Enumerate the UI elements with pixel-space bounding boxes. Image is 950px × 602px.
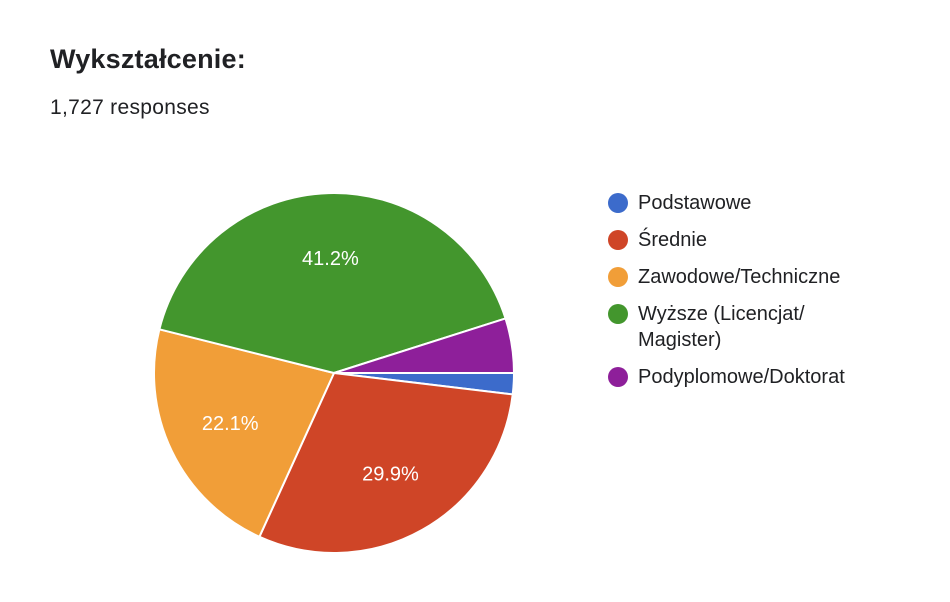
legend: Podstawowe Średnie Zawodowe/Techniczne Wyżs…	[608, 190, 928, 401]
chart-title: Wykształcenie:	[50, 44, 246, 74]
legend-swatch-icon	[608, 193, 628, 213]
pie-slice-5[interactable]	[333, 317, 516, 374]
legend-label: Zawodowe/Techniczne	[638, 266, 841, 288]
slice-label-3: 22.1%	[202, 413, 259, 435]
legend-item-5[interactable]: Podyplomowe/Doktorat	[608, 364, 928, 390]
pie-slices	[153, 192, 516, 554]
legend-label: Wyższe (Licencjat/ Magister)	[638, 303, 805, 351]
legend-swatch-icon	[608, 267, 628, 287]
pie-slice-3[interactable]	[153, 328, 336, 539]
legend-item-2[interactable]: Średnie	[608, 227, 928, 253]
legend-item-3[interactable]: Zawodowe/Techniczne	[608, 264, 928, 290]
legend-item-4[interactable]: Wyższe (Licencjat/ Magister)	[608, 301, 928, 353]
legend-label: Podyplomowe/Doktorat	[638, 366, 845, 388]
legend-label: Średnie	[638, 229, 707, 251]
legend-item-1[interactable]: Podstawowe	[608, 190, 928, 216]
legend-swatch-icon	[608, 367, 628, 387]
slice-label-2: 29.9%	[362, 463, 419, 485]
legend-swatch-icon	[608, 230, 628, 250]
legend-label: Podstawowe	[638, 192, 752, 214]
legend-swatch-icon	[608, 304, 628, 324]
pie-slice-4[interactable]	[158, 192, 507, 375]
response-count: 1,727 responses	[50, 96, 210, 119]
pie-slice-2[interactable]	[258, 371, 514, 554]
pie-labels: 29.9% 22.1% 41.2%	[202, 248, 419, 486]
slice-label-4: 41.2%	[302, 248, 359, 270]
